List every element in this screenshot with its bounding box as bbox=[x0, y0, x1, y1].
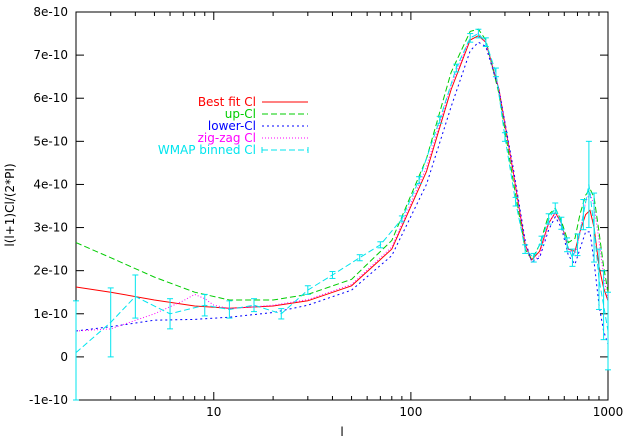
legend-label: up-Cl bbox=[225, 107, 256, 121]
series-line bbox=[75, 35, 609, 309]
series-0 bbox=[75, 35, 609, 309]
y-axis-label: l(l+1)Cl/(2*PI) bbox=[3, 163, 17, 246]
y-tick-label: 4e-10 bbox=[33, 177, 68, 191]
series-4 bbox=[73, 28, 611, 401]
series-1 bbox=[75, 28, 609, 301]
series-line bbox=[75, 41, 609, 345]
y-tick-label: 7e-10 bbox=[33, 48, 68, 62]
series-line bbox=[75, 32, 609, 332]
x-tick-label: 1000 bbox=[593, 405, 624, 419]
x-tick-label: 100 bbox=[399, 405, 422, 419]
plot-frame bbox=[75, 11, 609, 401]
series-line bbox=[75, 28, 609, 301]
legend-label: lower-Cl bbox=[208, 119, 256, 133]
chart-axes: 10 100 1000 -1e-10 0 1e-10 2e-10 3e-10 4e-10 5e-1… bbox=[29, 5, 623, 419]
x-axis-label: l bbox=[340, 425, 343, 439]
y-tick-label: 2e-10 bbox=[33, 264, 68, 278]
y-tick-label: -1e-10 bbox=[29, 393, 68, 407]
legend-label: WMAP binned Cl bbox=[158, 143, 256, 157]
y-tick-label: 6e-10 bbox=[33, 91, 68, 105]
y-tick-label: 8e-10 bbox=[33, 5, 68, 19]
y-tick-label: 0 bbox=[60, 350, 68, 364]
x-tick-label: 10 bbox=[206, 405, 221, 419]
series-2 bbox=[75, 41, 609, 345]
series-line bbox=[75, 32, 609, 353]
series-layer bbox=[73, 28, 611, 401]
y-tick-label: 5e-10 bbox=[33, 134, 68, 148]
y-tick-label: 3e-10 bbox=[33, 221, 68, 235]
y-tick-label: 1e-10 bbox=[33, 307, 68, 321]
legend-label: Best fit Cl bbox=[198, 95, 256, 109]
legend-label: zig-zag Cl bbox=[198, 131, 256, 145]
series-3 bbox=[75, 32, 609, 332]
